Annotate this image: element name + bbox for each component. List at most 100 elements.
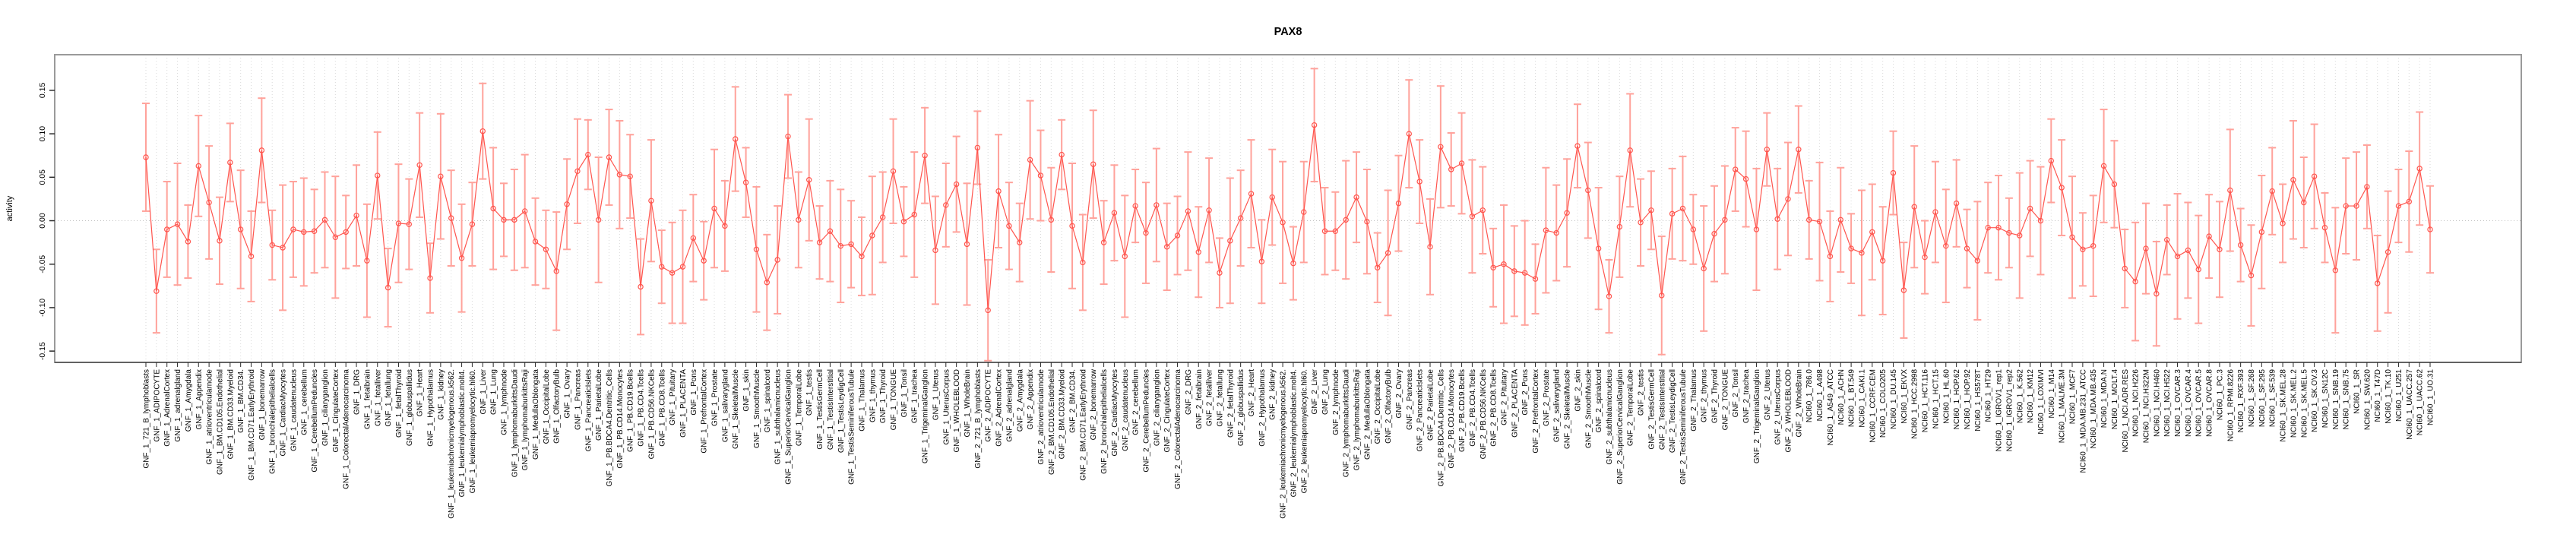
x-tick-label: GNF_2_thymus [1701,369,1709,422]
point-marker [869,232,875,239]
point-marker [1816,218,1823,225]
point-marker [290,226,296,232]
point-marker [806,177,812,183]
x-tick-label: GNF_2_leukemialymphoblastic.molt4. [1290,369,1298,497]
x-tick-label: GNF_1_SmoothMuscle [753,369,761,448]
x-tick-label: GNF_1_kidney [437,369,445,420]
point-marker [1375,264,1381,270]
point-marker [1616,223,1623,230]
x-tick-label: GNF_2_cerebellum [1132,369,1141,435]
point-marker [932,247,938,254]
x-tick-label: GNF_2_kidney [1269,369,1277,420]
point-marker [1290,260,1296,267]
point-marker [1964,245,1970,251]
point-marker [2090,242,2097,249]
x-tick-label: GNF_2_WholeBrain [1795,369,1803,437]
x-tick-label: NCI60_1_OVCAR.3 [2174,369,2182,437]
x-tick-label: NCI60_1_CAKI.1 [1858,369,1866,428]
x-tick-label: GNF_1_Tonsil [900,369,909,417]
point-marker [1606,293,1612,299]
point-marker [879,214,886,220]
point-marker [2416,166,2423,172]
x-tick-label: GNF_1_PancreaticIslets [584,369,593,451]
x-tick-label: GNF_1_adrenalgland [174,369,182,442]
x-tick-label: NCI60_1_A549_ATCC [1827,369,1835,445]
point-marker [964,241,970,248]
point-marker [206,199,212,206]
x-tick-label: GNF_1_Pons [690,369,698,416]
x-tick-label: GNF_2_Thalamus [1690,369,1698,432]
point-marker [1406,131,1413,137]
x-tick-label: GNF_1_PLACENTA [679,369,688,438]
point-marker [1269,194,1275,201]
x-tick-label: GNF_1_DRG [353,369,362,415]
point-marker [722,223,728,229]
x-tick-label: NCI60_1_NCI.H522 [2163,369,2172,437]
point-marker [1438,144,1444,150]
point-marker [2269,188,2275,194]
point-marker [733,136,739,142]
point-marker [1900,287,1907,293]
point-marker [258,147,265,153]
x-tick-label: NCI60_1_COLO205 [1879,369,1888,438]
point-marker [1385,250,1391,256]
x-tick-label: GNF_2_BM.CD71.EarlyErythroid [1079,369,1087,481]
point-marker [2217,246,2223,252]
y-tick-label: -0.10 [38,299,47,317]
x-tick-label: NCI60_1_LOXIMVI [2037,369,2046,435]
x-tick-label: NCI60_1_SF.268 [2248,369,2256,428]
point-marker [2017,232,2023,239]
point-marker [679,264,686,270]
x-tick-label: GNF_1_fetallung [385,369,393,427]
point-marker [1785,196,1791,202]
x-tick-label: NCI60_1_SK.MEL.5 [2300,369,2309,438]
point-marker [995,188,1002,194]
point-marker [1353,194,1359,201]
x-tick-label: GNF_1_AdrenalCortex [163,369,172,447]
x-tick-label: GNF_1_caudatenucleus [290,369,298,451]
point-marker [1069,223,1075,229]
point-marker [1006,223,1012,229]
x-tick-label: GNF_1_Thyroid [879,369,888,423]
point-marker [1943,242,1949,249]
point-marker [796,217,802,223]
point-marker [1174,232,1181,239]
point-marker [2154,290,2160,297]
x-tick-label: GNF_1_PB.CD14.Monocytes [616,369,625,469]
point-marker [332,234,339,240]
point-marker [375,172,381,179]
point-marker [753,246,760,252]
x-tick-label: NCI60_1_UACC.257 [2406,369,2414,440]
x-tick-label: GNF_2_UterusCorpus [1774,369,1783,444]
point-marker [1280,220,1286,226]
x-tick-label: NCI60_1_SW.620 [2363,369,2372,430]
point-marker [1017,239,1023,245]
point-marker [553,268,559,274]
point-marker [1922,254,1928,261]
x-tick-label: GNF_2_Pancreas [1406,369,1414,430]
x-tick-label: NCI60_1_SNB.75 [2343,369,2351,430]
point-marker [1048,217,1055,223]
point-marker [974,144,981,151]
point-marker [1532,276,1539,282]
point-marker [1248,191,1255,197]
x-tick-label: GNF_1_BM.CD34. [237,369,245,433]
x-tick-label: NCI60_1_NCI.H226 [2132,369,2141,437]
point-marker [1037,172,1044,179]
point-marker [1764,147,1770,153]
point-marker [690,235,697,242]
x-tick-label: GNF_1_leukemiachronicmyelogenous.k562. [448,369,456,519]
x-tick-label: GNF_1_bronchialepithelialcells [269,369,277,474]
point-marker [448,215,454,221]
x-tick-label: GNF_2_subthalamicnucleus [1606,369,1614,465]
point-marker [1364,218,1370,225]
x-tick-label: GNF_2_Uterus [1764,369,1772,420]
y-axis-title: activity [5,195,14,221]
x-tick-label: NCI60_1_HOP.62 [1953,369,1961,430]
point-marker [742,179,749,185]
point-marker [1143,229,1149,236]
point-marker [606,154,612,160]
point-marker [1753,226,1760,232]
point-marker [1564,210,1570,216]
